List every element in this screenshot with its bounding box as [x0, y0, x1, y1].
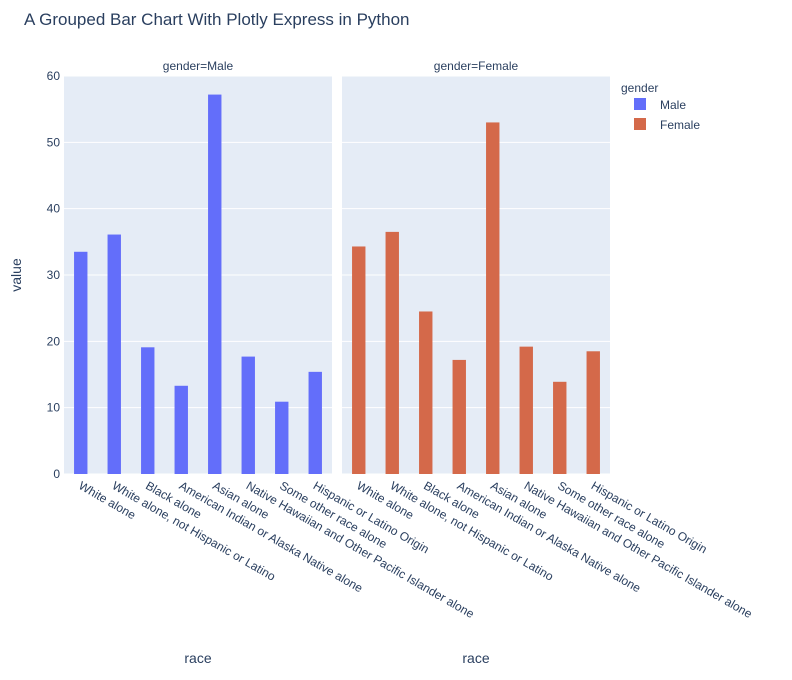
chart-title: A Grouped Bar Chart With Plotly Express … — [24, 10, 410, 29]
bar-male-1[interactable] — [107, 234, 121, 474]
bar-female-7[interactable] — [586, 351, 600, 474]
bar-female-3[interactable] — [452, 359, 466, 474]
bar-male-7[interactable] — [308, 371, 322, 474]
bar-female-5[interactable] — [519, 346, 533, 474]
legend-item-male[interactable]: Male — [634, 98, 686, 112]
bar-male-2[interactable] — [141, 347, 155, 474]
legend-swatch-female — [634, 118, 646, 130]
bar-female-4[interactable] — [486, 122, 500, 474]
legend[interactable]: gender Male Female — [621, 81, 700, 132]
legend-swatch-male — [634, 98, 646, 110]
bar-female-1[interactable] — [385, 231, 399, 474]
y-axis-label: value — [8, 258, 24, 292]
bar-female-2[interactable] — [419, 311, 433, 474]
bar-male-6[interactable] — [275, 401, 289, 474]
x-axis-label-female: race — [462, 650, 489, 666]
y-tick-label: 0 — [53, 467, 60, 481]
bar-female-0[interactable] — [352, 246, 366, 474]
bar-male-0[interactable] — [74, 251, 88, 474]
legend-label-male: Male — [660, 98, 686, 112]
y-tick-label: 60 — [47, 69, 61, 83]
y-tick-label: 30 — [47, 268, 61, 282]
bar-female-6[interactable] — [553, 381, 567, 474]
y-tick-label: 20 — [47, 334, 61, 348]
bar-male-5[interactable] — [241, 356, 255, 474]
legend-title: gender — [621, 81, 658, 95]
y-tick-label: 10 — [47, 401, 61, 415]
facet-panel-male — [64, 75, 332, 475]
y-tick-label: 40 — [47, 202, 61, 216]
facet-panel-female — [342, 75, 610, 475]
x-axis-label-male: race — [184, 650, 211, 666]
facet-label: gender=Female — [434, 59, 519, 73]
y-tick-label: 50 — [47, 135, 61, 149]
facet-label: gender=Male — [163, 59, 234, 73]
legend-item-female[interactable]: Female — [634, 118, 700, 132]
bar-male-4[interactable] — [208, 94, 222, 474]
bar-male-3[interactable] — [174, 385, 188, 474]
legend-label-female: Female — [660, 118, 700, 132]
x-tick-label: Native Hawaiian and Other Pacific Island… — [522, 478, 755, 621]
